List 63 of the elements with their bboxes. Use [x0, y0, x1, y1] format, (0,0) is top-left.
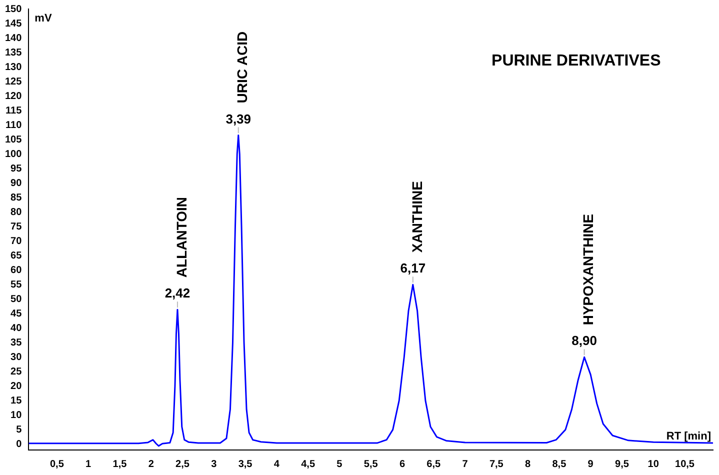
x-tick-label: 5,5 [364, 458, 378, 470]
x-tick-label: 6,5 [426, 458, 442, 470]
x-tick-label: 9,5 [615, 458, 630, 470]
y-tick-label: 110 [6, 120, 22, 131]
x-tick-label: 4 [274, 458, 280, 470]
y-tick-label: 20 [10, 380, 22, 392]
x-tick-label: 3,5 [238, 458, 253, 470]
y-tick-label: 90 [10, 178, 22, 189]
x-tick-label: 1 [86, 458, 92, 470]
y-tick-label: 25 [10, 366, 22, 378]
y-tick-label: 75 [10, 221, 22, 232]
annotation: 3,39 [226, 111, 252, 126]
y-tick-label: 135 [4, 47, 22, 58]
y-tick-label: 95 [10, 163, 22, 174]
x-tick-label: 2,5 [176, 458, 190, 470]
x-tick-label: 10 [648, 458, 660, 470]
annotation: 8,90 [572, 333, 597, 348]
x-tick-label: 9 [588, 458, 594, 470]
y-tick-label: 5 [16, 424, 22, 436]
annotation: URIC ACID [234, 31, 250, 104]
annotation: XANTHINE [408, 181, 425, 253]
y-tick-label: 10 [10, 410, 22, 421]
x-tick-label: 3 [211, 458, 218, 470]
x-tick-label: 1,5 [112, 458, 128, 470]
y-tick-label: 115 [6, 105, 22, 116]
x-tick-label: 10,5 [675, 458, 695, 470]
y-tick-label: 130 [4, 62, 22, 73]
x-axis-title: RT [min] [666, 430, 712, 443]
y-tick-label: 145 [4, 18, 22, 30]
y-tick-label: 55 [10, 279, 22, 290]
x-tick-label: 5 [336, 458, 343, 470]
y-tick-label: 60 [10, 264, 22, 276]
y-tick-label: 35 [10, 337, 22, 348]
annotation: 6,17 [400, 260, 426, 276]
y-tick-label: 120 [4, 90, 22, 102]
text: PURINE DERIVATIVES [492, 52, 662, 70]
y-tick-label: 150 [4, 4, 22, 15]
x-tick-label: 6 [399, 458, 406, 470]
y-tick-label: 80 [10, 206, 22, 218]
annotation: ALLANTOIN [173, 196, 190, 278]
x-tick-label: 8,5 [552, 458, 567, 470]
x-tick-label: 7 [462, 458, 468, 470]
y-tick-label: 15 [10, 395, 22, 406]
y-tick-label: 140 [4, 32, 22, 44]
y-tick-label: 100 [4, 148, 22, 160]
annotation: HYPOXANTHINE [580, 214, 596, 326]
y-tick-label: 85 [10, 192, 22, 204]
y-tick-label: 50 [10, 294, 22, 305]
annotation: 2,42 [164, 286, 190, 301]
x-tick-label: 8 [525, 458, 532, 470]
x-tick-label: 4,5 [301, 458, 316, 470]
y-tick-label: 0 [16, 438, 22, 450]
y-tick-label: 125 [4, 76, 22, 88]
y-axis-title: mV [34, 12, 52, 25]
y-tick-label: 45 [10, 308, 22, 320]
y-tick-label: 105 [4, 134, 22, 146]
y-tick-label: 65 [10, 250, 22, 262]
y-tick-label: 30 [10, 352, 22, 363]
x-tick-label: 2 [148, 458, 154, 470]
x-tick-label: 0,5 [50, 458, 64, 470]
x-tick-label: 7,5 [489, 458, 504, 470]
y-tick-label: 70 [10, 236, 22, 247]
y-tick-label: 40 [10, 322, 22, 334]
